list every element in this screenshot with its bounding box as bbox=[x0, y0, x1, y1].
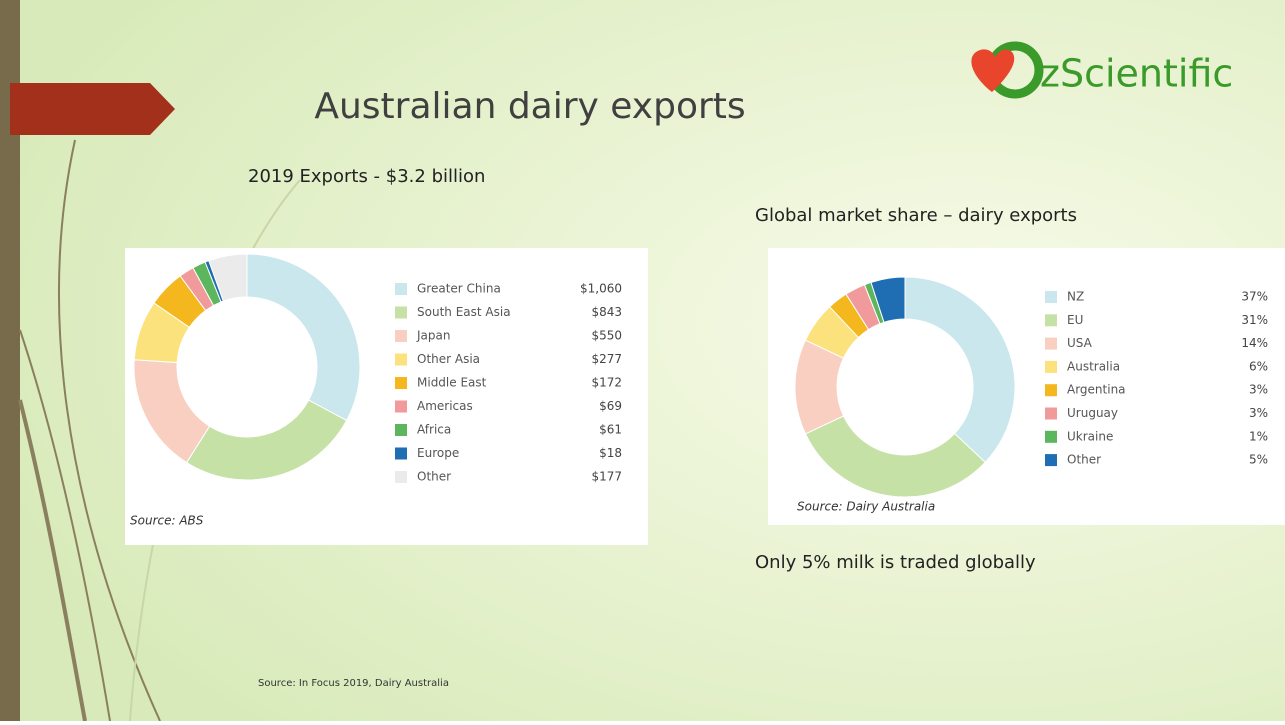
donut-slice bbox=[208, 253, 248, 302]
legend-label: EU bbox=[1067, 313, 1083, 327]
legend-swatch bbox=[1045, 360, 1057, 373]
legend-label: Africa bbox=[417, 423, 451, 437]
legend-label: Other bbox=[417, 470, 451, 484]
legend-label: Other Asia bbox=[417, 352, 480, 366]
value-label: $177 bbox=[591, 470, 622, 484]
legend-swatch bbox=[395, 306, 407, 319]
legend-label: Greater China bbox=[417, 282, 501, 296]
chart-panel bbox=[768, 248, 1285, 525]
legend-label: Uruguay bbox=[1067, 406, 1118, 420]
legend-swatch bbox=[395, 447, 407, 460]
legend-swatch bbox=[1045, 407, 1057, 420]
legend-label: Other bbox=[1067, 453, 1101, 467]
value-label: $69 bbox=[599, 399, 622, 413]
value-label: $843 bbox=[591, 305, 622, 319]
value-label: 31% bbox=[1241, 313, 1268, 327]
value-label: 14% bbox=[1241, 336, 1268, 350]
legend-swatch bbox=[395, 283, 407, 295]
footer-source: Source: In Focus 2019, Dairy Australia bbox=[258, 678, 449, 689]
legend-swatch bbox=[1045, 384, 1057, 397]
value-label: $1,060 bbox=[580, 282, 622, 296]
left-bar bbox=[0, 0, 20, 721]
donut-slice bbox=[804, 415, 986, 498]
legend-swatch bbox=[395, 330, 407, 342]
value-label: 5% bbox=[1249, 453, 1268, 467]
legend-swatch bbox=[1045, 291, 1057, 303]
left-heading: 2019 Exports - $3.2 billion bbox=[248, 166, 485, 187]
logo: zScientific bbox=[971, 41, 1233, 99]
legend-swatch bbox=[395, 353, 407, 366]
title-arrow bbox=[10, 83, 175, 135]
legend-swatch bbox=[395, 424, 407, 436]
note: Only 5% milk is traded globally bbox=[755, 552, 1036, 573]
legend-swatch bbox=[395, 377, 407, 389]
legend-label: Ukraine bbox=[1067, 429, 1113, 443]
value-label: 3% bbox=[1249, 383, 1268, 397]
legend-swatch bbox=[1045, 314, 1057, 327]
legend-label: South East Asia bbox=[417, 305, 511, 319]
legend-label: NZ bbox=[1067, 290, 1084, 304]
logo-text: zScientific bbox=[1040, 52, 1233, 96]
value-label: $277 bbox=[591, 352, 622, 366]
value-label: 6% bbox=[1249, 359, 1268, 373]
value-label: $18 bbox=[599, 446, 622, 460]
donut-slice bbox=[246, 253, 361, 422]
donut-slice bbox=[904, 276, 1016, 464]
legend-label: Middle East bbox=[417, 376, 487, 390]
legend-swatch bbox=[1045, 454, 1057, 467]
value-label: $61 bbox=[599, 423, 622, 437]
legend-label: Australia bbox=[1067, 359, 1120, 373]
donut-slice bbox=[870, 276, 906, 323]
right-heading: Global market share – dairy exports bbox=[755, 205, 1077, 226]
value-label: 3% bbox=[1249, 406, 1268, 420]
legend-label: Americas bbox=[417, 399, 473, 413]
legend-swatch bbox=[1045, 430, 1057, 443]
slide-title: Australian dairy exports bbox=[314, 86, 745, 127]
legend-label: Japan bbox=[416, 329, 450, 343]
value-label: 1% bbox=[1249, 429, 1268, 443]
value-label: 37% bbox=[1241, 290, 1268, 304]
value-label: $550 bbox=[591, 329, 622, 343]
decor-lines bbox=[18, 139, 301, 722]
legend-swatch bbox=[395, 471, 407, 483]
legend-label: USA bbox=[1067, 336, 1093, 350]
chart-source: Source: Dairy Australia bbox=[797, 500, 935, 514]
legend-swatch bbox=[395, 400, 407, 413]
legend-label: Argentina bbox=[1067, 383, 1126, 397]
value-label: $172 bbox=[591, 376, 622, 390]
legend-swatch bbox=[1045, 337, 1057, 350]
legend-label: Europe bbox=[417, 446, 459, 460]
chart-source: Source: ABS bbox=[130, 514, 204, 528]
